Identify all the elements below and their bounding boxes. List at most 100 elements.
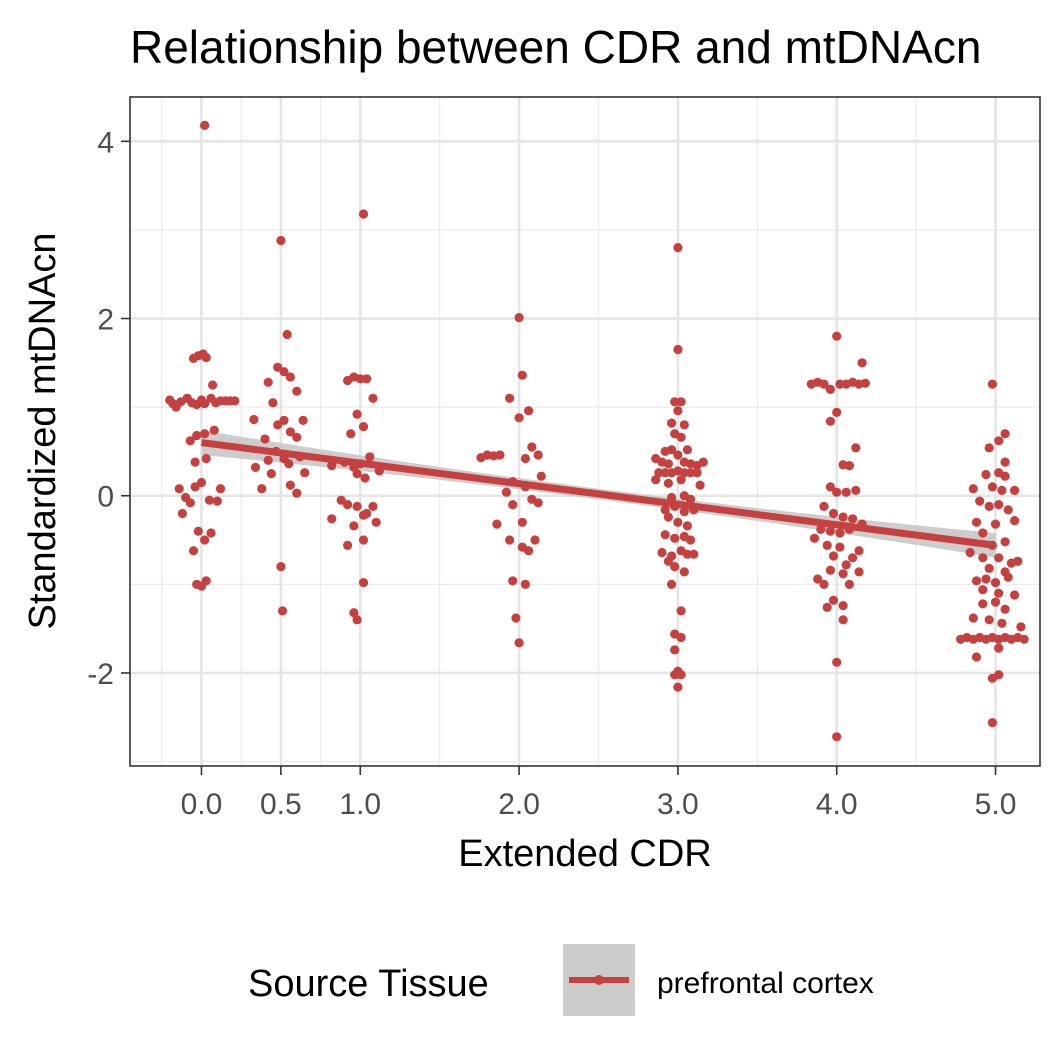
data-point: [349, 608, 359, 618]
data-point: [508, 500, 518, 510]
data-point: [1003, 505, 1013, 515]
data-point: [670, 562, 680, 572]
data-point: [192, 430, 202, 441]
data-point: [1003, 572, 1013, 582]
data-point: [673, 450, 683, 460]
data-point: [282, 329, 292, 340]
data-point: [660, 530, 670, 540]
data-point: [679, 507, 689, 517]
data-point: [832, 331, 842, 341]
data-point: [987, 718, 998, 728]
x-axis-title: Extended CDR: [458, 833, 711, 875]
data-point: [190, 482, 200, 492]
data-point: [975, 496, 985, 506]
data-point: [809, 533, 820, 543]
data-point: [676, 475, 686, 485]
data-point: [1000, 537, 1010, 547]
data-point: [200, 120, 210, 130]
data-point: [990, 578, 1001, 588]
data-point: [514, 413, 524, 423]
data-point: [343, 500, 353, 510]
data-point: [352, 501, 362, 511]
data-point: [679, 567, 689, 577]
data-point: [968, 613, 978, 623]
data-point: [835, 528, 845, 538]
data-point: [279, 415, 289, 425]
data-point: [978, 585, 988, 595]
data-point: [495, 450, 505, 460]
data-point: [336, 495, 346, 505]
data-point: [828, 551, 839, 561]
data-point: [284, 459, 294, 469]
data-point: [841, 560, 851, 570]
data-point: [981, 469, 991, 480]
data-point: [822, 602, 832, 613]
data-point: [971, 517, 982, 527]
y-tick-label: 0: [97, 481, 114, 514]
data-point: [250, 462, 261, 472]
x-tick-label: 0.0: [181, 788, 223, 821]
data-point: [851, 485, 861, 495]
data-point: [230, 396, 240, 406]
data-point: [1000, 457, 1010, 467]
data-point: [819, 501, 829, 511]
data-point: [208, 380, 218, 390]
data-point: [276, 235, 286, 246]
data-point: [854, 546, 864, 556]
data-point: [832, 487, 842, 497]
data-point: [828, 595, 839, 605]
data-point: [174, 484, 184, 494]
data-point: [346, 429, 356, 439]
data-point: [358, 510, 369, 520]
data-point: [371, 517, 381, 527]
data-point: [660, 505, 670, 515]
data-point: [838, 615, 848, 625]
data-point: [838, 569, 848, 579]
data-point: [190, 457, 200, 467]
data-point: [517, 370, 527, 380]
data-point: [327, 461, 337, 471]
data-point: [825, 565, 836, 575]
legend: Source Tissue prefrontal cortex: [248, 944, 874, 1016]
data-point: [206, 528, 216, 538]
legend-title: Source Tissue: [248, 963, 489, 1005]
data-point: [857, 358, 867, 368]
data-point: [508, 576, 518, 586]
data-point: [825, 482, 836, 492]
data-point: [838, 601, 848, 611]
data-point: [368, 393, 378, 403]
data-point: [533, 498, 543, 508]
data-point: [188, 546, 199, 556]
data-point: [327, 514, 337, 524]
data-point: [200, 535, 210, 545]
data-point: [215, 484, 226, 494]
data-point: [505, 393, 515, 403]
data-point: [978, 599, 988, 609]
data-point: [200, 399, 210, 409]
data-point: [667, 445, 677, 455]
data-point: [994, 553, 1004, 563]
data-point: [511, 613, 521, 623]
data-point: [1016, 622, 1026, 632]
data-point: [676, 397, 686, 407]
data-point: [365, 452, 375, 462]
data-point: [692, 468, 702, 478]
data-point: [249, 414, 259, 425]
data-point: [654, 468, 664, 478]
data-point: [990, 519, 1001, 529]
data-point: [285, 480, 295, 490]
data-point: [851, 443, 861, 453]
data-point: [816, 524, 826, 535]
axis-ticks: 0.0 0.5 1.0 2.0 3.0 4.0 5.0 -2 0 2 4: [87, 126, 1016, 821]
data-point: [212, 496, 222, 506]
data-point: [505, 535, 515, 545]
x-tick-label: 1.0: [339, 788, 381, 821]
data-point: [209, 425, 219, 435]
y-tick-label: 2: [97, 304, 114, 337]
data-point: [673, 406, 683, 416]
data-point: [533, 450, 543, 460]
data-point: [673, 517, 683, 527]
data-point: [965, 547, 975, 558]
data-point: [200, 429, 210, 439]
data-point: [196, 477, 207, 488]
